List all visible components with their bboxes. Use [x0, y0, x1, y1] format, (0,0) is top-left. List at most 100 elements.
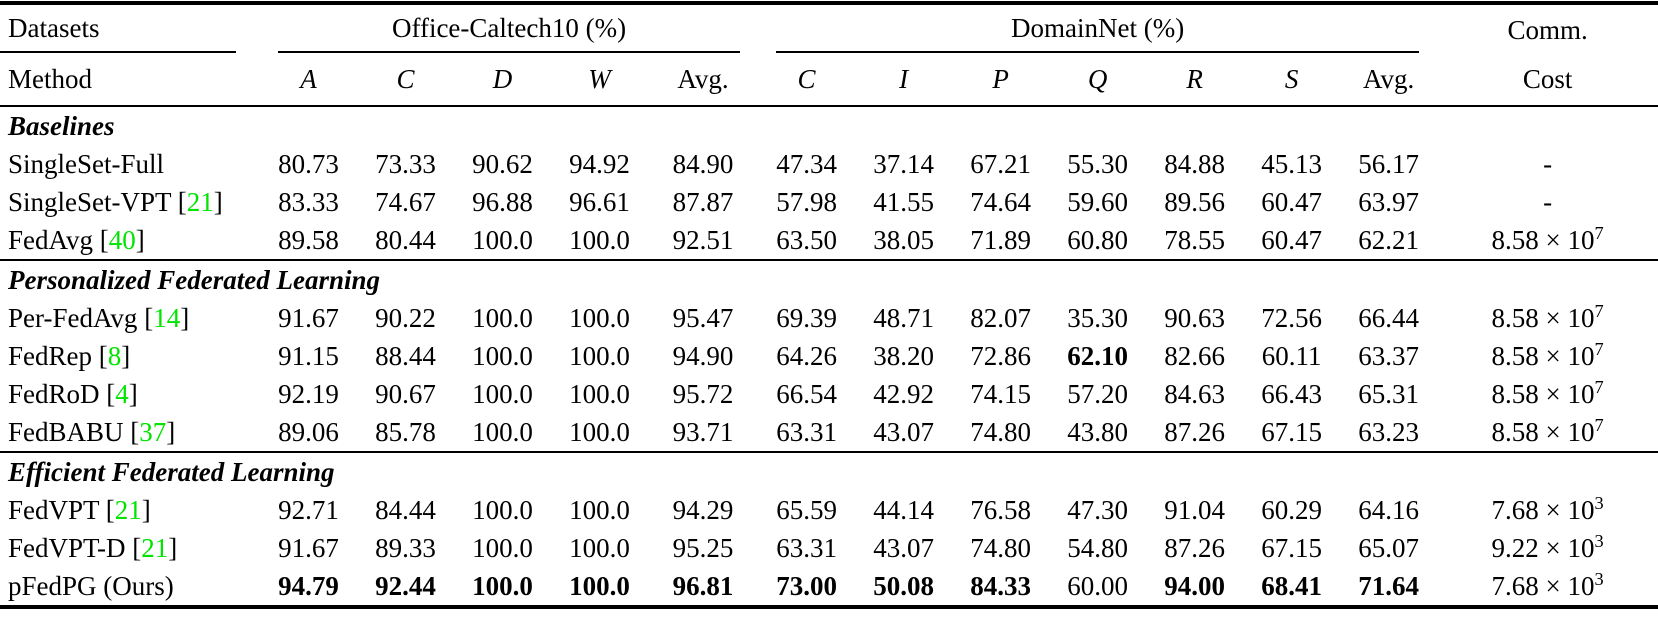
method-cell: FedRoD [4]: [8, 379, 138, 409]
citation-link[interactable]: 21: [114, 495, 142, 525]
value-cell: 84.90: [672, 149, 734, 179]
value-cell: 60.80: [1049, 221, 1147, 261]
column-header-d-2: D: [454, 53, 551, 107]
cost-cell: 9.22 × 103: [1491, 531, 1604, 563]
column-header-c-5: C: [758, 53, 856, 107]
value-cell: 68.41: [1261, 571, 1322, 601]
column-header-r-9: R: [1146, 53, 1244, 107]
section-title-row: Baselines: [0, 106, 1658, 145]
value-cell: 91.67: [278, 303, 339, 333]
value-cell: 92.44: [375, 571, 436, 601]
column-header-row: Method A C D W Avg. C I P Q R S Avg. Cost: [0, 53, 1658, 107]
value-cell: 91.67: [278, 533, 339, 563]
value-cell: 41.55: [873, 187, 934, 217]
value-cell: 92.71: [278, 495, 339, 525]
column-header-q-8: Q: [1049, 53, 1147, 107]
value-cell: 57.20: [1067, 379, 1128, 409]
value-cell: 100.0: [472, 571, 533, 601]
citation-link[interactable]: 37: [139, 417, 167, 447]
value-cell: 94.00: [1164, 571, 1225, 601]
value-cell: 74.80: [952, 413, 1050, 453]
value-cell: 96.61: [569, 187, 630, 217]
value-cell: 65.07: [1358, 533, 1419, 563]
value-cell: 47.34: [776, 149, 837, 179]
value-cell: 95.25: [672, 533, 734, 563]
value-cell: 63.23: [1340, 413, 1438, 453]
citation-link[interactable]: 21: [141, 533, 169, 563]
value-cell: 74.67: [375, 187, 436, 217]
method-name: FedRoD: [8, 379, 100, 409]
method-cell: SingleSet-VPT [21]: [8, 187, 223, 217]
value-cell: 71.64: [1358, 571, 1419, 601]
value-cell: 60.47: [1261, 187, 1322, 217]
value-cell: 91.04: [1164, 495, 1225, 525]
value-cell: 42.92: [873, 379, 934, 409]
value-cell: 78.55: [1146, 221, 1244, 261]
value-cell: 100.0: [569, 495, 630, 525]
section-title-row: Personalized Federated Learning: [0, 260, 1658, 299]
value-cell: 90.63: [1164, 303, 1225, 333]
section-title-row: Efficient Federated Learning: [0, 452, 1658, 491]
column-header-i-6: I: [855, 53, 953, 107]
value-cell: 67.15: [1243, 413, 1341, 453]
comm-header-cell: Comm.: [1437, 3, 1658, 53]
value-cell: 89.33: [375, 533, 436, 563]
value-cell: 63.31: [758, 413, 856, 453]
value-cell: 65.59: [776, 495, 837, 525]
citation-link[interactable]: 21: [186, 187, 214, 217]
cost-cell: -: [1543, 149, 1553, 179]
value-cell: 45.13: [1261, 149, 1322, 179]
value-cell: 95.72: [672, 379, 734, 409]
value-cell: 89.56: [1164, 187, 1225, 217]
group-header-row: Datasets Office-Caltech10 (%) DomainNet …: [0, 3, 1658, 53]
value-cell: 85.78: [357, 413, 454, 453]
column-header-w-3: W: [551, 53, 648, 107]
citation-link[interactable]: 40: [108, 225, 136, 255]
value-cell: 35.30: [1067, 303, 1128, 333]
citation-link[interactable]: 8: [107, 341, 122, 371]
value-cell: 38.05: [855, 221, 953, 261]
comm-label: Comm.: [1507, 15, 1588, 45]
domainnet-group-header: DomainNet (%): [758, 3, 1437, 53]
datasets-label: Datasets: [0, 9, 236, 53]
value-cell: 95.47: [672, 303, 734, 333]
value-cell: 100.0: [472, 341, 533, 371]
value-cell: 48.71: [873, 303, 934, 333]
value-cell: 94.29: [672, 495, 734, 525]
column-header-avg-4: Avg.: [648, 53, 759, 107]
value-cell: 63.50: [758, 221, 856, 261]
value-cell: 74.80: [970, 533, 1031, 563]
method-cell: Per-FedAvg [14]: [8, 303, 190, 333]
value-cell: 84.44: [375, 495, 436, 525]
method-name: FedRep: [8, 341, 92, 371]
value-cell: 60.00: [1067, 571, 1128, 601]
value-cell: 63.97: [1358, 187, 1419, 217]
value-cell: 64.16: [1358, 495, 1419, 525]
column-header-c-1: C: [357, 53, 454, 107]
citation-link[interactable]: 4: [115, 379, 129, 409]
citation-link[interactable]: 14: [153, 303, 181, 333]
value-cell: 66.54: [776, 379, 837, 409]
value-cell: 92.19: [278, 379, 339, 409]
cost-cell: -: [1543, 187, 1553, 217]
office-caltech-group-header: Office-Caltech10 (%): [260, 3, 758, 53]
value-cell: 43.07: [855, 413, 953, 453]
value-cell: 100.0: [569, 533, 630, 563]
value-cell: 44.14: [873, 495, 934, 525]
value-cell: 67.21: [970, 149, 1031, 179]
value-cell: 90.22: [375, 303, 436, 333]
table-row: FedVPT-D [21] 91.67 89.33 100.0 100.0 95.25 63…: [0, 529, 1658, 567]
value-cell: 100.0: [472, 303, 533, 333]
value-cell: 82.07: [970, 303, 1031, 333]
value-cell: 62.10: [1067, 341, 1128, 371]
method-cell: FedAvg [40]: [0, 221, 260, 261]
value-cell: 74.64: [970, 187, 1031, 217]
cost-exponent: 7: [1594, 223, 1604, 243]
cost-exponent: 3: [1594, 569, 1604, 589]
value-cell: 55.30: [1067, 149, 1128, 179]
value-cell: 38.20: [873, 341, 934, 371]
value-cell: 100.0: [569, 379, 630, 409]
column-header-p-7: P: [952, 53, 1050, 107]
value-cell: 80.73: [278, 149, 339, 179]
